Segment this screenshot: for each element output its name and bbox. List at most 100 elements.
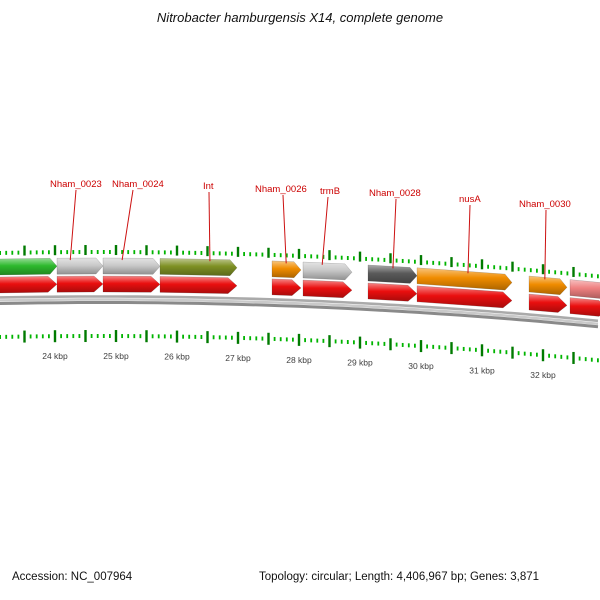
ruler-tick: [450, 257, 453, 268]
ruler-tick: [414, 343, 416, 348]
ruler-tick: [170, 250, 172, 255]
ruler-tick: [310, 338, 313, 343]
ruler-tick: [218, 251, 221, 256]
ruler-tick: [151, 334, 154, 339]
ruler-tick: [11, 250, 14, 255]
ruler-tick: [346, 340, 349, 345]
ruler-tick: [401, 342, 404, 347]
ruler-tick: [200, 251, 203, 256]
ruler-tick: [194, 334, 197, 339]
gene-label-Nham_0024[interactable]: Nham_0024: [112, 179, 164, 190]
cog-arrow-Nham_0023[interactable]: [56, 257, 104, 275]
ruler-tick: [548, 269, 550, 274]
ruler-tick: [35, 250, 38, 255]
ruler-tick: [297, 333, 301, 346]
cog-arrow-trmB[interactable]: [302, 261, 353, 281]
gene-arrow-trmB[interactable]: [302, 279, 353, 299]
ruler-tick: [523, 351, 526, 356]
gene-arrow-Nham_0030[interactable]: [528, 293, 568, 313]
ruler-tick: [231, 335, 233, 340]
gene-label-Nham_0026[interactable]: Nham_0026: [255, 184, 307, 195]
ruler-tick: [96, 250, 99, 255]
ruler-tick: [419, 255, 423, 266]
ruler-tick: [60, 250, 62, 255]
gene-arrow-Nham_0023[interactable]: [56, 275, 104, 293]
ruler-tick: [224, 251, 227, 256]
cog-arrow-Nham_0026[interactable]: [271, 260, 302, 278]
ruler-tick: [444, 345, 447, 350]
ruler-tick: [29, 250, 32, 255]
ruler-tick: [590, 357, 593, 362]
gene-arrow-Nham_0026[interactable]: [271, 278, 302, 296]
ruler-tick: [78, 334, 81, 339]
ruler-tick: [438, 261, 441, 266]
ruler-tick: [139, 250, 142, 255]
ruler-tick: [487, 264, 489, 269]
ruler-tick: [536, 352, 538, 357]
ruler-tick: [66, 250, 69, 255]
ruler-tick: [572, 266, 575, 277]
ruler-tick: [72, 250, 75, 255]
gene-arrow-gene-offscreen-left[interactable]: [0, 276, 58, 294]
cog-arrow-Nham_0024[interactable]: [102, 257, 161, 275]
gene-label-Nham_0023[interactable]: Nham_0023: [50, 179, 102, 190]
label-leader-line: [282, 194, 287, 264]
ruler-tick: [102, 250, 105, 255]
ruler-tick: [304, 254, 306, 259]
ruler-tick: [255, 336, 258, 341]
ruler-tick: [578, 356, 581, 361]
ruler-tick: [23, 330, 26, 343]
gene-arrow-Nham_0028[interactable]: [367, 282, 418, 302]
ruler-tick: [175, 330, 179, 343]
ruler-tick: [212, 335, 215, 340]
ruler-tick: [127, 334, 130, 339]
gene-arrow-nusA[interactable]: [416, 285, 513, 309]
ruler-tick: [139, 334, 142, 339]
gene-arrow-Nham_0024[interactable]: [102, 275, 161, 293]
cog-arrow-gene-offscreen-left[interactable]: [0, 257, 58, 276]
ruler-tick: [90, 250, 93, 255]
scale-label: 26 kbp: [164, 352, 190, 362]
ruler-tick: [316, 254, 319, 259]
ruler-tick: [279, 337, 282, 342]
ruler-tick: [560, 354, 563, 359]
ruler-tick: [17, 334, 20, 339]
ruler-tick: [285, 337, 288, 342]
ruler-tick: [517, 351, 520, 356]
ruler-tick: [389, 338, 392, 351]
ruler-tick: [109, 250, 111, 255]
ruler-tick: [170, 334, 172, 339]
ruler-tick: [261, 252, 264, 257]
label-leader-line: [321, 196, 329, 265]
ruler-tick: [371, 341, 374, 346]
ruler-tick: [175, 245, 179, 256]
ruler-tick: [109, 334, 111, 339]
scale-label: 27 kbp: [225, 353, 251, 363]
gene-label-nusA[interactable]: nusA: [459, 194, 481, 205]
ruler-tick: [121, 334, 123, 339]
ruler-tick: [328, 250, 331, 261]
gene-label-Int[interactable]: Int: [203, 181, 214, 192]
cog-arrow-Nham_0030[interactable]: [528, 275, 568, 295]
gene-arrow-Int[interactable]: [159, 276, 238, 294]
ruler-tick: [541, 349, 545, 362]
gene-label-Nham_0030[interactable]: Nham_0030: [519, 199, 571, 210]
cog-arrow-Nham_0028[interactable]: [367, 264, 418, 284]
ruler-tick: [224, 335, 227, 340]
ruler-tick: [499, 265, 502, 270]
cog-arrow-Int[interactable]: [159, 258, 238, 276]
ruler-tick: [133, 250, 136, 255]
gene-label-Nham_0028[interactable]: Nham_0028: [369, 188, 421, 199]
ruler-tick: [365, 256, 367, 261]
ruler-tick: [310, 254, 313, 259]
ruler-tick: [151, 250, 154, 255]
ruler-tick: [365, 340, 367, 345]
cog-arrow-gene-offscreen-right[interactable]: [569, 279, 600, 299]
ruler-tick: [157, 334, 160, 339]
gene-label-trmB[interactable]: trmB: [320, 186, 340, 197]
cog-arrow-nusA[interactable]: [416, 267, 513, 291]
ruler-tick: [432, 344, 435, 349]
gene-arrow-gene-offscreen-right[interactable]: [569, 297, 600, 317]
ruler-tick: [401, 258, 404, 263]
ruler-tick: [414, 259, 416, 264]
